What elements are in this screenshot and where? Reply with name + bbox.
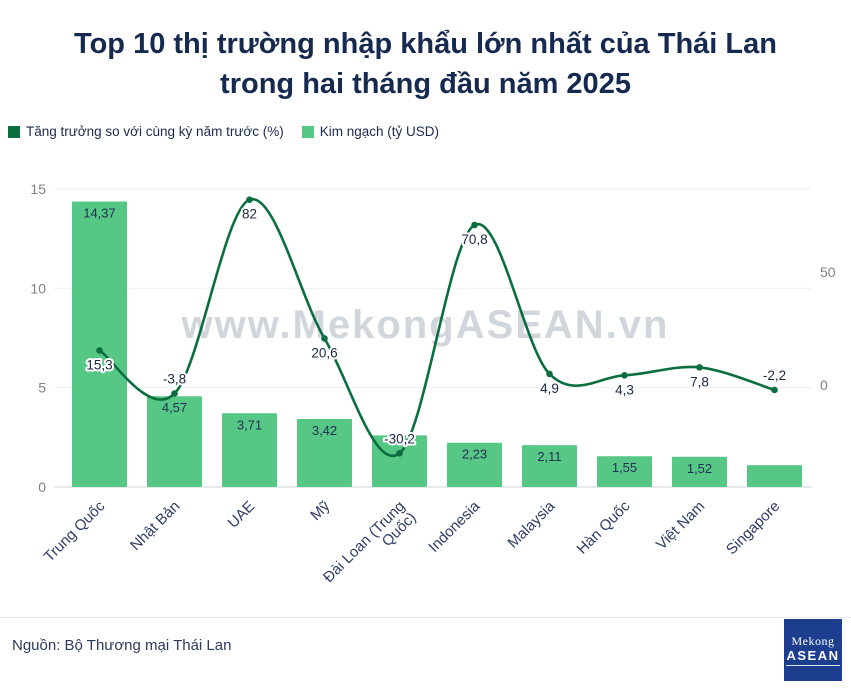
svg-text:Đài Loan (TrungQuốc): Đài Loan (TrungQuốc) [320,498,420,598]
legend-label-turnover: Kim ngạch (tỷ USD) [319,124,439,139]
svg-text:5: 5 [38,380,46,396]
svg-text:Malaysia: Malaysia [504,497,558,551]
svg-text:3,71: 3,71 [237,417,262,432]
svg-text:UAE: UAE [224,498,258,532]
svg-text:Hàn Quốc: Hàn Quốc [574,497,634,557]
chart-svg: 0 5 10 15 0 50 14,37 4,57 3,71 3,42 2,23 2,11 1,55 1,… [30,181,836,598]
source-note: Nguồn: Bộ Thương mại Thái Lan [12,637,232,654]
legend-item-turnover: Kim ngạch (tỷ USD) [301,124,439,139]
svg-text:0: 0 [820,377,828,393]
svg-text:15: 15 [30,181,46,197]
logo-text-mekong: Mekong [791,633,835,648]
divider-line [0,617,851,618]
svg-text:-2,2: -2,2 [763,368,786,383]
svg-text:Singapore: Singapore [723,498,783,558]
svg-text:3,42: 3,42 [312,423,337,438]
svg-text:1,55: 1,55 [612,460,637,475]
svg-text:70,8: 70,8 [461,232,487,247]
svg-text:Nhật Bản: Nhật Bản [127,498,183,554]
legend-label-growth: Tăng trưởng so với cùng kỳ năm trước (%) [26,124,284,139]
legend-item-growth: Tăng trưởng so với cùng kỳ năm trước (%) [8,124,284,139]
svg-text:7,8: 7,8 [690,374,709,389]
svg-text:10: 10 [30,280,46,296]
logo-text-asean: ASEAN [786,649,840,666]
svg-text:2,23: 2,23 [462,447,487,462]
growth-series-swatch-icon [8,125,20,138]
svg-text:14,37: 14,37 [83,206,116,221]
svg-text:Trung Quốc: Trung Quốc [41,497,109,565]
svg-text:Việt Nam: Việt Nam [653,498,708,553]
svg-text:82: 82 [242,207,257,222]
svg-text:15,3: 15,3 [86,357,112,372]
turnover-series-swatch-icon [301,125,314,138]
svg-text:1,52: 1,52 [687,461,712,476]
svg-text:4,9: 4,9 [540,381,559,396]
chart-legend: Tăng trưởng so với cùng kỳ năm trước (%)… [8,124,439,139]
svg-text:-30,2: -30,2 [384,431,415,446]
svg-text:0: 0 [38,479,46,495]
mekong-asean-logo: Mekong ASEAN [784,619,842,681]
page-title: Top 10 thị trường nhập khẩu lớn nhất của… [74,28,777,101]
svg-text:2,11: 2,11 [537,449,561,464]
svg-text:4,57: 4,57 [162,400,187,415]
svg-text:4,3: 4,3 [615,382,634,397]
svg-text:-3,8: -3,8 [163,372,186,387]
svg-text:Indonesia: Indonesia [425,497,483,555]
svg-text:20,6: 20,6 [311,345,337,360]
svg-text:Mỹ: Mỹ [307,497,334,524]
svg-text:50: 50 [820,264,836,280]
